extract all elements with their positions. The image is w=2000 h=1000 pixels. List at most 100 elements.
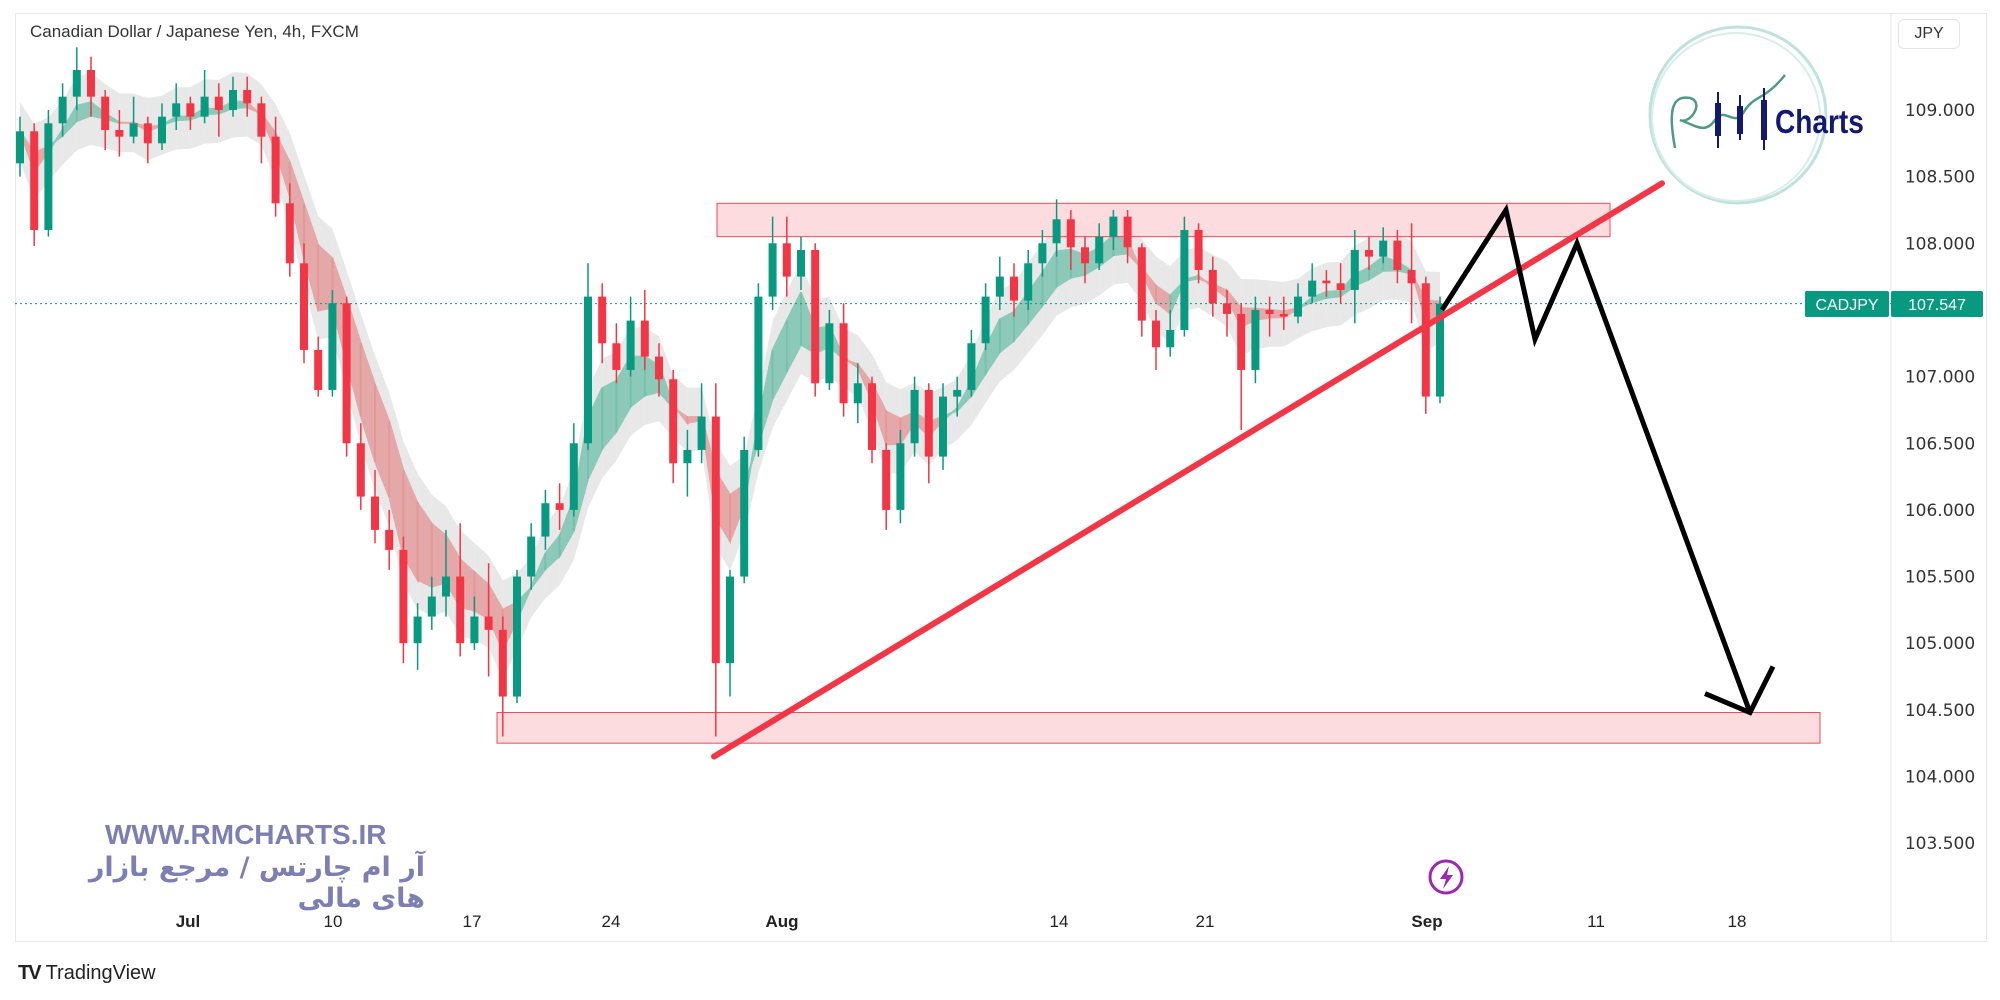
candle-body xyxy=(442,576,450,597)
currency-button[interactable]: JPY xyxy=(1898,19,1960,49)
candle-body xyxy=(1109,216,1118,237)
candle-body xyxy=(669,379,678,464)
symbol-label: CADJPY xyxy=(1815,297,1878,314)
candle-body xyxy=(72,70,81,97)
candle-body xyxy=(1365,249,1373,257)
candle-body xyxy=(342,303,351,444)
candle-body xyxy=(1336,283,1345,290)
candle-body xyxy=(527,536,536,577)
last-price-value: 107.547 xyxy=(1908,297,1966,314)
candle-body xyxy=(1208,269,1217,304)
candle-body xyxy=(1152,320,1160,348)
price-tick-label: 104.000 xyxy=(1905,768,1975,788)
candle-layer xyxy=(16,47,1444,737)
candle-body xyxy=(981,296,990,344)
candle-body xyxy=(257,103,266,137)
watermark-url: WWW.RMCHARTS.IR xyxy=(105,819,387,850)
candle-body xyxy=(214,96,223,110)
candle-body xyxy=(16,131,24,164)
ascending-trendline xyxy=(711,180,1665,760)
candle-body xyxy=(58,96,67,124)
candle-body xyxy=(995,276,1004,297)
candle-body xyxy=(1137,247,1146,321)
candle-body xyxy=(939,396,947,457)
candle-body xyxy=(1024,263,1033,301)
candle-body xyxy=(1038,243,1047,264)
candle-body xyxy=(172,103,181,117)
candle-body xyxy=(1223,303,1231,314)
candle-body xyxy=(87,70,95,97)
candle-body xyxy=(1308,280,1317,297)
candle-body xyxy=(555,503,564,510)
projection-path xyxy=(1439,203,1753,714)
price-tick-label: 109.000 xyxy=(1905,101,1975,121)
candle-body xyxy=(1180,229,1189,330)
candle-body xyxy=(484,616,493,630)
candle-body xyxy=(612,343,621,370)
candle-body xyxy=(229,90,237,110)
ma-ribbon-segment xyxy=(175,115,192,122)
candle-body xyxy=(285,203,294,264)
candle-body xyxy=(1379,240,1388,257)
candle-body xyxy=(640,320,649,357)
candle-body xyxy=(1052,219,1061,244)
flash-icon[interactable] xyxy=(1428,859,1464,895)
candle-body xyxy=(1010,276,1018,301)
candle-body xyxy=(413,616,422,644)
time-tick-label: 21 xyxy=(1196,912,1215,931)
price-tick-label: 107.000 xyxy=(1905,368,1975,388)
candle-body xyxy=(967,343,976,390)
candle-body xyxy=(1194,229,1203,270)
ma-ribbon-segment xyxy=(885,409,902,446)
candle-body xyxy=(797,249,805,277)
candle-body xyxy=(513,576,521,697)
rmcharts-logo xyxy=(1648,25,1828,205)
candle-body xyxy=(740,449,749,577)
logo-text: Charts xyxy=(1775,103,1864,140)
price-tick-label: 104.500 xyxy=(1905,701,1975,721)
candle-body xyxy=(300,263,308,350)
candle-body xyxy=(1294,296,1302,317)
candle-body xyxy=(456,576,465,644)
candle-body xyxy=(626,320,635,370)
candle-body xyxy=(1279,313,1288,317)
candle-body xyxy=(1237,313,1246,370)
candle-body xyxy=(158,116,166,144)
candle-body xyxy=(115,129,124,137)
candle-body xyxy=(143,123,152,144)
candle-body xyxy=(314,349,323,390)
tradingview-logo-icon: TV xyxy=(18,962,42,984)
price-tick-label: 103.500 xyxy=(1905,834,1975,854)
candle-body xyxy=(825,323,834,384)
price-axis[interactable]: 109.000 108.500 108.000 107.000 106.500 106.0… xyxy=(1905,101,1975,854)
time-axis[interactable]: Jul 10 17 24 Aug 14 21 Sep 11 18 xyxy=(176,912,1747,931)
time-tick-label: 10 xyxy=(324,912,343,931)
candle-body xyxy=(1350,249,1359,290)
candle-body xyxy=(882,449,891,510)
candle-body xyxy=(1407,269,1416,284)
candle-body xyxy=(1436,303,1444,397)
candle-body xyxy=(328,303,337,390)
candle-body xyxy=(101,96,110,130)
candle-body xyxy=(44,123,53,230)
candle-body xyxy=(697,416,706,450)
price-tick-label: 106.500 xyxy=(1905,434,1975,454)
candle-body xyxy=(853,383,862,404)
candle-body xyxy=(924,389,933,457)
candle-body xyxy=(683,449,692,464)
candle-body xyxy=(541,503,550,537)
candle-body xyxy=(427,596,436,617)
candle-body xyxy=(768,243,777,297)
candle-body xyxy=(30,131,39,230)
zone-layer xyxy=(496,202,1821,744)
price-tick-label: 108.500 xyxy=(1905,168,1975,188)
ma-ribbon-segment xyxy=(317,243,334,312)
time-tick-label: 24 xyxy=(602,912,621,931)
tradingview-brand[interactable]: TV TradingView xyxy=(18,962,156,985)
candle-body xyxy=(1251,309,1260,370)
candle-body xyxy=(598,296,607,344)
candle-body xyxy=(953,389,962,397)
candle-body xyxy=(385,529,394,550)
candle-body xyxy=(1095,236,1104,264)
